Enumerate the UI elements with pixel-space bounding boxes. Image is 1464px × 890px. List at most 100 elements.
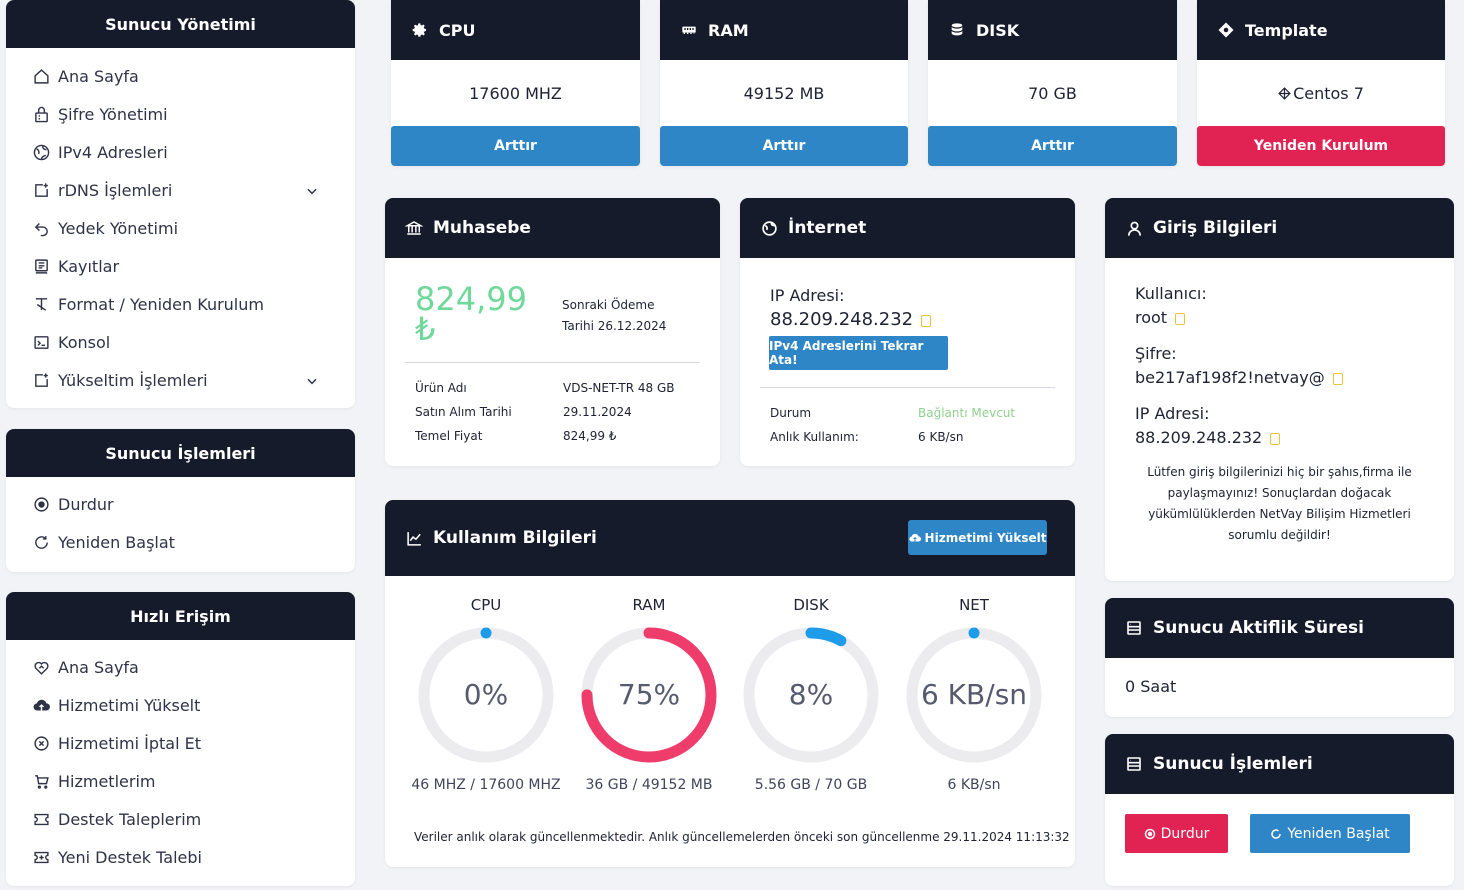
stop-icon: [32, 495, 50, 513]
uptime-title: Sunucu Aktiflik Süresi: [1153, 618, 1364, 638]
sidebar-item-ipv4[interactable]: IPv4 Adresleri: [6, 133, 355, 171]
usage-title: Kullanım Bilgileri: [433, 528, 597, 548]
chevron-down-icon[interactable]: [305, 183, 319, 197]
username-value: root: [1135, 308, 1168, 327]
gauge-ring: [743, 627, 879, 763]
globe-icon: [760, 219, 778, 237]
server-operations-title: Sunucu İşlemleri: [6, 429, 355, 477]
quick-item-services[interactable]: Hizmetlerim: [6, 762, 355, 800]
ticket-icon: [32, 810, 50, 828]
sidebar-item-format[interactable]: Format / Yeniden Kurulum: [6, 285, 355, 323]
login-ip-value: 88.209.248.232: [1135, 428, 1263, 447]
copy-icon[interactable]: [1175, 313, 1186, 325]
stop-server-button[interactable]: Durdur: [1125, 814, 1228, 853]
password-label: Şifre:: [1135, 344, 1177, 363]
sidebar-item-password[interactable]: Şifre Yönetimi: [6, 95, 355, 133]
base-price-row: Temel Fiyat 824,99 ₺: [415, 424, 700, 448]
row-label: Durum: [770, 406, 812, 420]
usage-panel: Kullanım Bilgileri Hizmetimi Yükselt CPU…: [385, 500, 1075, 867]
sidebar-item-stop[interactable]: Durdur: [6, 485, 355, 523]
ram-increase-button[interactable]: Arttır: [660, 126, 908, 166]
quick-item-new-ticket[interactable]: Yeni Destek Talebi: [6, 838, 355, 876]
template-value: Centos 7: [1293, 83, 1364, 103]
chart-line-icon: [405, 529, 423, 547]
sidebar-item-label: Yedek Yönetimi: [58, 218, 179, 238]
row-value: 29.11.2024: [563, 405, 632, 419]
internet-panel: İnternet IP Adresi: 88.209.248.232 IPv4 …: [740, 198, 1075, 466]
gauge-title: NET: [959, 596, 989, 614]
row-label: Anlık Kullanım:: [770, 430, 859, 444]
copy-icon[interactable]: [1332, 373, 1343, 385]
external-icon: [32, 181, 50, 199]
usage-row: Anlık Kullanım: 6 KB/sn: [770, 425, 1055, 449]
undo-icon: [32, 219, 50, 237]
gauge-area: CPU 0% 46 MHZ / 17600 MHZ RAM 75% 36 GB / 491…: [385, 576, 1075, 816]
sidebar-item-label: Destek Taleplerim: [58, 809, 202, 829]
sidebar-item-console[interactable]: Konsol: [6, 323, 355, 361]
ram-tile: RAM 49152 MB Arttır: [660, 0, 908, 166]
sidebar-item-label: rDNS İşlemleri: [58, 180, 173, 200]
sidebar-item-upgrade-ops[interactable]: Yükseltim İşlemleri: [6, 361, 355, 399]
centos-icon: [1278, 86, 1291, 100]
terminal-icon: [32, 333, 50, 351]
sidebar-item-label: Konsol: [58, 332, 111, 352]
upgrade-service-button[interactable]: Hizmetimi Yükselt: [908, 520, 1047, 555]
gauge-subtext: 6 KB/sn: [947, 777, 1001, 793]
sidebar-item-label: IPv4 Adresleri: [58, 142, 168, 162]
quick-access-title: Hızlı Erişim: [6, 592, 355, 640]
quick-access-panel: Hızlı Erişim Ana Sayfa Hizmetimi Yükselt…: [6, 592, 355, 886]
sidebar-item-label: Ana Sayfa: [58, 657, 139, 677]
server-operations-panel: Sunucu İşlemleri Durdur Yeniden Başlat: [6, 429, 355, 572]
sidebar-item-label: Hizmetimi Yükselt: [58, 695, 201, 715]
quick-item-tickets[interactable]: Destek Taleplerim: [6, 800, 355, 838]
ram-tile-title: RAM: [708, 20, 749, 40]
gear-icon: [411, 21, 429, 39]
cpu-value: 17600 MHZ: [469, 83, 562, 103]
server-management-title: Sunucu Yönetimi: [6, 0, 355, 48]
sidebar-item-restart[interactable]: Yeniden Başlat: [6, 523, 355, 561]
reassign-ipv4-button[interactable]: IPv4 Adreslerini Tekrar Ata!: [769, 336, 948, 370]
quick-item-upgrade[interactable]: Hizmetimi Yükselt: [6, 686, 355, 724]
cloud-upload-icon: [908, 532, 921, 544]
memory-icon: [680, 21, 698, 39]
next-payment-label: Sonraki Ödeme: [562, 298, 655, 312]
cpu-increase-button[interactable]: Arttır: [391, 126, 640, 166]
restart-server-button[interactable]: Yeniden Başlat: [1250, 814, 1410, 853]
disk-increase-button[interactable]: Arttır: [928, 126, 1177, 166]
gauge-value: 75%: [617, 678, 681, 711]
login-info-title: Giriş Bilgileri: [1153, 218, 1278, 238]
sidebar-item-rdns[interactable]: rDNS İşlemleri: [6, 171, 355, 209]
template-tile: Template Centos 7 Yeniden Kurulum: [1197, 0, 1445, 166]
server-actions-title: Sunucu İşlemleri: [1153, 754, 1313, 774]
row-label: Temel Fiyat: [415, 429, 483, 443]
product-row: Ürün Adı VDS-NET-TR 48 GB: [415, 376, 700, 400]
sidebar-item-backup[interactable]: Yedek Yönetimi: [6, 209, 355, 247]
cpu-tile-title: CPU: [439, 20, 476, 40]
divider: [405, 362, 700, 363]
template-icon: [1217, 21, 1235, 39]
copy-icon[interactable]: [1270, 433, 1281, 445]
chevron-down-icon[interactable]: [305, 373, 319, 387]
row-label: Ürün Adı: [415, 381, 467, 395]
stop-icon: [1144, 828, 1156, 840]
accounting-title: Muhasebe: [433, 218, 531, 238]
sidebar-item-logs[interactable]: Kayıtlar: [6, 247, 355, 285]
sidebar-item-label: Hizmetlerim: [58, 771, 156, 791]
sidebar-item-label: Yükseltim İşlemleri: [58, 370, 208, 390]
sidebar-item-home[interactable]: Ana Sayfa: [6, 57, 355, 95]
home-icon: [32, 67, 50, 85]
restart-server-label: Yeniden Başlat: [1287, 825, 1390, 842]
gauge-arc: [906, 627, 1042, 763]
ip-value: 88.209.248.232: [770, 309, 914, 330]
purchase-date-row: Satın Alım Tarihi 29.11.2024: [415, 400, 700, 424]
external-icon: [32, 371, 50, 389]
quick-item-home[interactable]: Ana Sayfa: [6, 648, 355, 686]
copy-icon[interactable]: [921, 314, 932, 327]
accounting-amount: 824,99: [415, 280, 527, 318]
restart-icon: [32, 533, 50, 551]
gauge-value: 6 KB/sn: [920, 678, 1028, 711]
reinstall-button[interactable]: Yeniden Kurulum: [1197, 126, 1445, 166]
quick-item-cancel[interactable]: Hizmetimi İptal Et: [6, 724, 355, 762]
gauge-ring: [418, 627, 554, 763]
sidebar-item-label: Durdur: [58, 494, 114, 514]
